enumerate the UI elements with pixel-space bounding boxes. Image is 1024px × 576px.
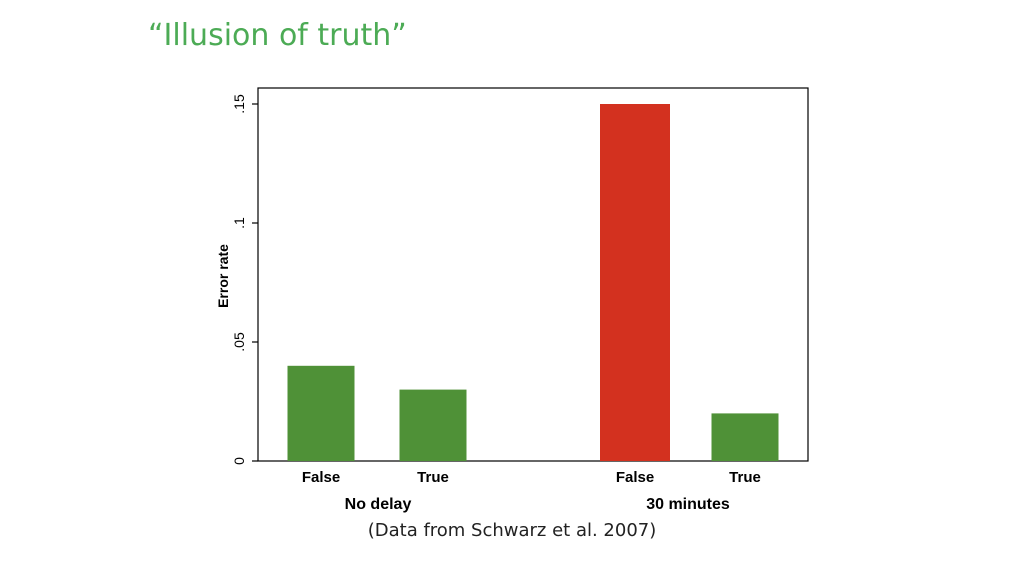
y-tick-label: 0 [231, 457, 247, 465]
y-tick-label: .05 [231, 332, 247, 352]
y-axis-title: Error rate [215, 244, 231, 308]
x-category-label: True [729, 469, 761, 486]
x-category-label: False [302, 469, 340, 486]
bar-30-minutes-false [600, 104, 670, 461]
x-group-label: No delay [345, 496, 412, 513]
bar-30-minutes-true [711, 413, 779, 461]
bar-no-delay-true [399, 389, 467, 461]
y-tick-label: .15 [231, 94, 247, 114]
bar-no-delay-false [287, 365, 355, 461]
y-tick-label: .1 [231, 217, 247, 229]
slide-title: “Illusion of truth” [148, 18, 407, 53]
source-caption: (Data from Schwarz et al. 2007) [367, 520, 657, 541]
x-category-label: False [616, 469, 654, 486]
plot-frame [257, 87, 809, 462]
x-group-label: 30 minutes [646, 496, 730, 513]
x-category-label: True [417, 469, 449, 486]
